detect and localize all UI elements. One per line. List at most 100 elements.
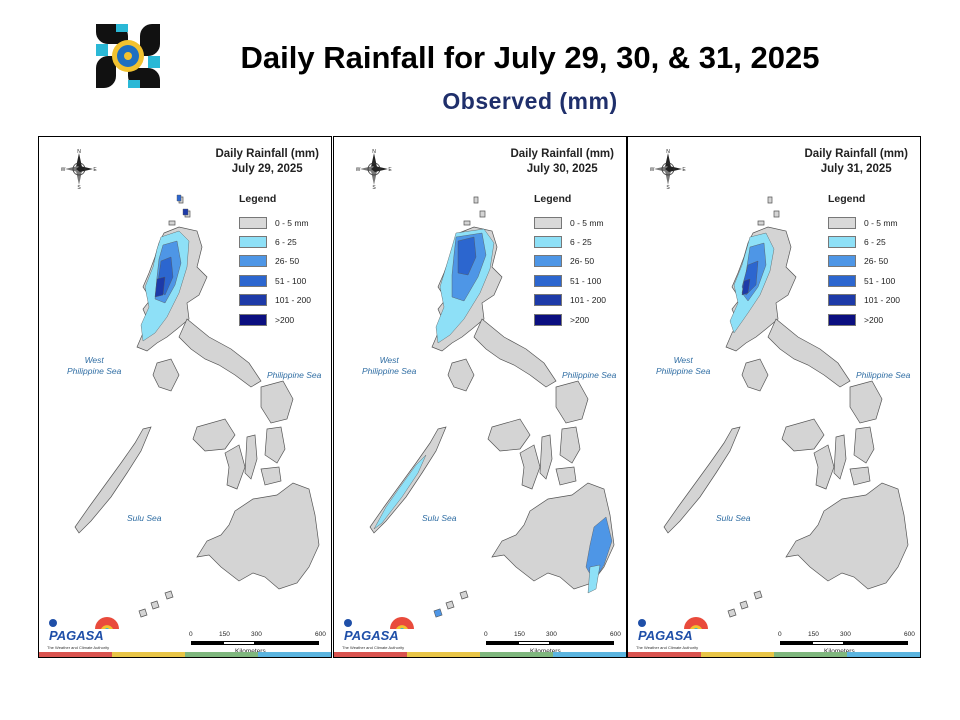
scale-segment	[550, 641, 614, 645]
legend-swatch	[239, 274, 267, 287]
scale-segment	[255, 641, 319, 645]
scale-segment	[518, 641, 550, 645]
map-panel-july-31: N S W E Daily Rainfall (mm) July 31, 202…	[627, 136, 921, 658]
philippine-sea-label: Philippine Sea	[856, 370, 911, 380]
compass-e: E	[682, 167, 686, 173]
land-region	[479, 210, 486, 218]
stripe-segment	[774, 652, 847, 657]
legend-item: 26- 50	[828, 252, 900, 271]
legend-swatch	[239, 255, 267, 268]
scale-tick: 150	[514, 631, 525, 638]
panel-title: Daily Rainfall (mm) July 30, 2025	[510, 147, 614, 177]
land-region	[224, 444, 246, 490]
compass-e: E	[93, 167, 97, 173]
land-region	[757, 220, 765, 226]
rainfall-area	[457, 236, 477, 276]
rainfall-area	[176, 194, 182, 202]
legend-label: >200	[570, 314, 590, 325]
legend-swatch	[239, 216, 267, 229]
land-region	[773, 210, 780, 218]
legend-swatch	[828, 274, 856, 287]
legend-item: >200	[828, 310, 900, 329]
legend-title: Legend	[534, 193, 572, 205]
compass-s: S	[77, 185, 81, 189]
legend-item: >200	[534, 310, 606, 329]
west-philippine-sea-label: West Philippine Sea	[362, 355, 416, 377]
legend-title: Legend	[239, 193, 277, 205]
color-stripe	[334, 652, 626, 657]
land-region	[739, 600, 749, 610]
land-region	[781, 418, 825, 452]
stripe-segment	[112, 652, 185, 657]
land-region	[663, 426, 741, 534]
legend-item: 26- 50	[239, 252, 311, 271]
legend-label: 51 - 100	[275, 275, 307, 286]
land-region	[459, 590, 469, 600]
land-region	[150, 600, 160, 610]
pagasa-tagline: The Weather and Climate Authority	[636, 645, 699, 650]
rainfall-area	[587, 564, 601, 594]
pagasa-tagline: The Weather and Climate Authority	[47, 645, 110, 650]
panel-title-line1: Daily Rainfall (mm)	[510, 148, 614, 160]
rainfall-area	[433, 608, 443, 618]
land-region	[178, 318, 262, 388]
legend-label: 101 - 200	[275, 295, 311, 306]
pagasa-umbrella-icon	[638, 617, 708, 629]
rainfall-area	[585, 516, 613, 582]
legend-label: 6 - 25	[275, 237, 297, 248]
compass-w: W	[356, 167, 361, 173]
legend-label: 51 - 100	[570, 275, 602, 286]
legend-label: 0 - 5 mm	[570, 217, 604, 228]
pagasa-logo: PAGASA The Weather and Climate Authority	[338, 613, 418, 650]
legend-label: 26- 50	[275, 256, 300, 267]
pagasa-wordmark: PAGASA	[344, 628, 399, 643]
legend-label: 26- 50	[570, 256, 595, 267]
sea-label-line: Philippine Sea	[656, 366, 711, 376]
legend-swatch	[534, 236, 562, 249]
scale-segment	[486, 641, 518, 645]
philippine-sea-label: Philippine Sea	[562, 370, 617, 380]
legend-label: 0 - 5 mm	[864, 217, 898, 228]
legend-swatch	[534, 294, 562, 307]
land-region	[168, 220, 176, 226]
land-region	[244, 434, 258, 480]
compass-w: W	[650, 167, 655, 173]
land-region	[152, 358, 180, 392]
pagasa-wordmark: PAGASA	[49, 628, 104, 643]
sea-label-line: West	[379, 355, 399, 365]
color-stripe	[39, 652, 331, 657]
scale-segment	[780, 641, 812, 645]
rainfall-area	[182, 208, 189, 216]
page-subtitle: Observed (mm)	[442, 88, 618, 114]
scale-segment	[191, 641, 223, 645]
rainfall-area	[741, 278, 751, 296]
legend-item: 6 - 25	[534, 232, 606, 251]
scale-tick: 600	[315, 631, 326, 638]
land-region	[539, 434, 553, 480]
sea-label-line: Philippine Sea	[362, 366, 417, 376]
scale-tick: 0	[484, 631, 488, 638]
land-region	[196, 482, 320, 590]
legend: 0 - 5 mm 6 - 25 26- 50 51 - 100 101 - 20…	[239, 213, 311, 329]
land-region	[767, 318, 851, 388]
legend-label: >200	[864, 314, 884, 325]
stripe-segment	[258, 652, 331, 657]
scale-unit: Kilometers	[235, 648, 266, 655]
legend: 0 - 5 mm 6 - 25 26- 50 51 - 100 101 - 20…	[828, 213, 900, 329]
legend-swatch	[828, 294, 856, 307]
land-region	[849, 380, 883, 424]
land-region	[849, 466, 871, 486]
land-region	[260, 466, 282, 486]
compass-e: E	[388, 167, 392, 173]
compass-w: W	[61, 167, 66, 173]
sulu-sea-label: Sulu Sea	[422, 513, 457, 523]
legend-swatch	[239, 313, 267, 326]
compass-s: S	[372, 185, 376, 189]
map-panel-july-30: N S W E Daily Rainfall (mm) July 30, 202…	[333, 136, 627, 658]
land-region	[491, 482, 615, 590]
sea-label-line: West	[84, 355, 104, 365]
scale-tick: 0	[778, 631, 782, 638]
land-region	[727, 608, 737, 618]
page-title: Daily Rainfall for July 29, 30, & 31, 20…	[240, 40, 820, 75]
land-region	[260, 380, 294, 424]
